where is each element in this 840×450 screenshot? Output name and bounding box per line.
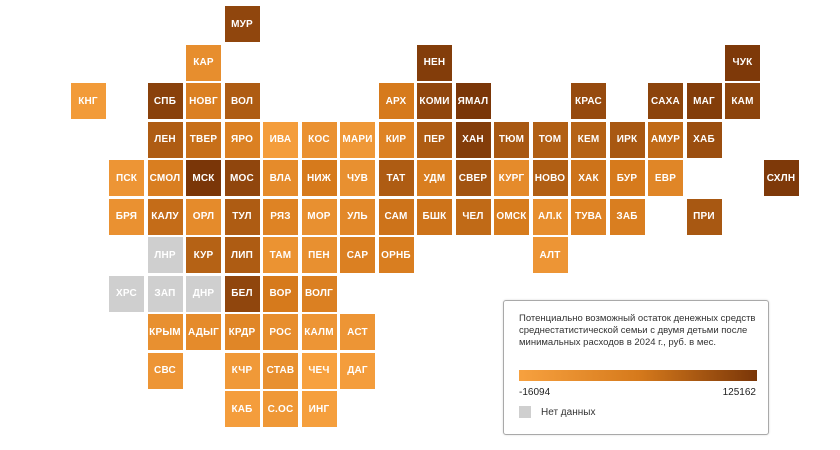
region-tile[interactable]: НОВО [532,160,568,196]
region-tile[interactable]: КАЛУ [147,198,183,235]
legend-no-data-label: Нет данных [541,407,596,418]
region-tile[interactable]: АРХ [378,83,414,119]
region-tile[interactable]: ВОЛ [224,83,260,119]
region-tile[interactable]: КРДР [224,314,260,350]
legend-title: Потенциально возможный остаток денежных … [519,313,756,348]
legend-gradient-bar [519,370,757,381]
region-tile[interactable]: ЯМАЛ [455,83,491,119]
region-tile[interactable]: БШК [417,198,452,235]
region-tile[interactable]: ЧУК [725,44,760,81]
region-tile[interactable]: КАМ [725,83,760,119]
region-tile[interactable]: УЛЬ [340,198,375,235]
region-tile[interactable]: ЯРО [224,121,260,158]
region-tile[interactable]: КЕМ [571,121,606,158]
region-tile[interactable]: ЛЕН [147,121,183,158]
region-tile[interactable]: УДМ [417,160,452,196]
region-tile[interactable]: ХАН [455,121,491,158]
region-tile[interactable]: ДАГ [340,352,375,389]
region-tile[interactable]: ХАБ [686,121,722,158]
region-tile[interactable]: КОС [301,121,337,158]
region-tile[interactable]: СВЕР [455,160,491,196]
region-tile[interactable]: ЧУВ [340,160,375,196]
region-tile[interactable]: ОРНБ [378,237,414,273]
region-tile[interactable]: ПСК [109,160,144,196]
region-tile[interactable]: РЯЗ [263,198,298,235]
region-tile[interactable]: ТУЛ [224,198,260,235]
region-tile[interactable]: СМОЛ [147,160,183,196]
region-tile[interactable]: КНГ [70,83,106,119]
region-tile[interactable]: ЗАБ [609,198,645,235]
legend-max-label: 125162 [722,387,756,398]
region-tile[interactable]: НОВГ [186,83,221,119]
region-tile[interactable]: КРАС [571,83,606,119]
region-tile[interactable]: ТЮМ [494,121,529,158]
region-tile[interactable]: ИВА [263,121,298,158]
region-tile[interactable]: ЛИП [224,237,260,273]
region-tile[interactable]: СВС [147,352,183,389]
region-tile[interactable]: МОС [224,160,260,196]
region-tile[interactable]: КЧР [224,352,260,389]
region-tile[interactable]: САР [340,237,375,273]
region-tile[interactable]: БРЯ [109,198,144,235]
region-tile[interactable]: МОР [301,198,337,235]
region-tile[interactable]: ВОЛГ [301,275,337,312]
region-tile[interactable]: ЕВР [648,160,683,196]
region-tile[interactable]: БЕЛ [224,275,260,312]
region-tile[interactable]: САМ [378,198,414,235]
region-tile[interactable]: КОМИ [417,83,452,119]
region-tile[interactable]: КАР [186,44,221,81]
region-tile[interactable]: МУР [224,6,260,42]
region-tile[interactable]: СТАВ [263,352,298,389]
legend-min-label: -16094 [519,387,551,398]
region-tile[interactable]: ХАК [571,160,606,196]
region-tile[interactable]: ЛНР [147,237,183,273]
region-tile[interactable]: ЧЕЧ [301,352,337,389]
region-tile[interactable]: АМУР [648,121,683,158]
region-tile[interactable]: ТУВА [571,198,606,235]
region-tile[interactable]: С.ОС [263,391,298,427]
region-tile[interactable]: ОМСК [494,198,529,235]
region-tile[interactable]: МАРИ [340,121,375,158]
region-tile[interactable]: МСК [186,160,221,196]
region-tile[interactable]: КАЛМ [301,314,337,350]
legend: Потенциально возможный остаток денежных … [503,300,769,435]
region-tile[interactable]: ОРЛ [186,198,221,235]
region-tile[interactable]: БУР [609,160,645,196]
region-tile[interactable]: ХРС [109,275,144,312]
region-tile[interactable]: ЗАП [147,275,183,312]
region-tile[interactable]: ПЕН [301,237,337,273]
region-tile[interactable]: РОС [263,314,298,350]
region-tile[interactable]: НИЖ [301,160,337,196]
region-tile[interactable]: КРЫМ [147,314,183,350]
region-tile[interactable]: ПРИ [686,198,722,235]
region-tile[interactable]: ДНР [186,275,221,312]
region-tile[interactable]: САХА [648,83,683,119]
region-tile[interactable]: ТОМ [532,121,568,158]
region-tile[interactable]: СХЛН [763,160,799,196]
region-tile[interactable]: ЧЕЛ [455,198,491,235]
region-tile[interactable]: КАБ [224,391,260,427]
region-tile[interactable]: ТАМ [263,237,298,273]
region-tile[interactable]: ТВЕР [186,121,221,158]
region-tile[interactable]: НЕН [417,44,452,81]
region-tile[interactable]: МАГ [686,83,722,119]
region-tile[interactable]: КУР [186,237,221,273]
region-tile[interactable]: ПЕР [417,121,452,158]
region-tile[interactable]: ТАТ [378,160,414,196]
legend-no-data-swatch [519,406,531,418]
region-tile[interactable]: АДЫГ [186,314,221,350]
region-tile[interactable]: АЛТ [532,237,568,273]
region-tile[interactable]: АЛ.К [532,198,568,235]
region-tile[interactable]: ИНГ [301,391,337,427]
region-tile[interactable]: ИРК [609,121,645,158]
region-tile[interactable]: ВОР [263,275,298,312]
region-tile[interactable]: КИР [378,121,414,158]
region-tile[interactable]: АСТ [340,314,375,350]
region-tile[interactable]: ВЛА [263,160,298,196]
region-tile[interactable]: СПБ [147,83,183,119]
region-tile[interactable]: КУРГ [494,160,529,196]
